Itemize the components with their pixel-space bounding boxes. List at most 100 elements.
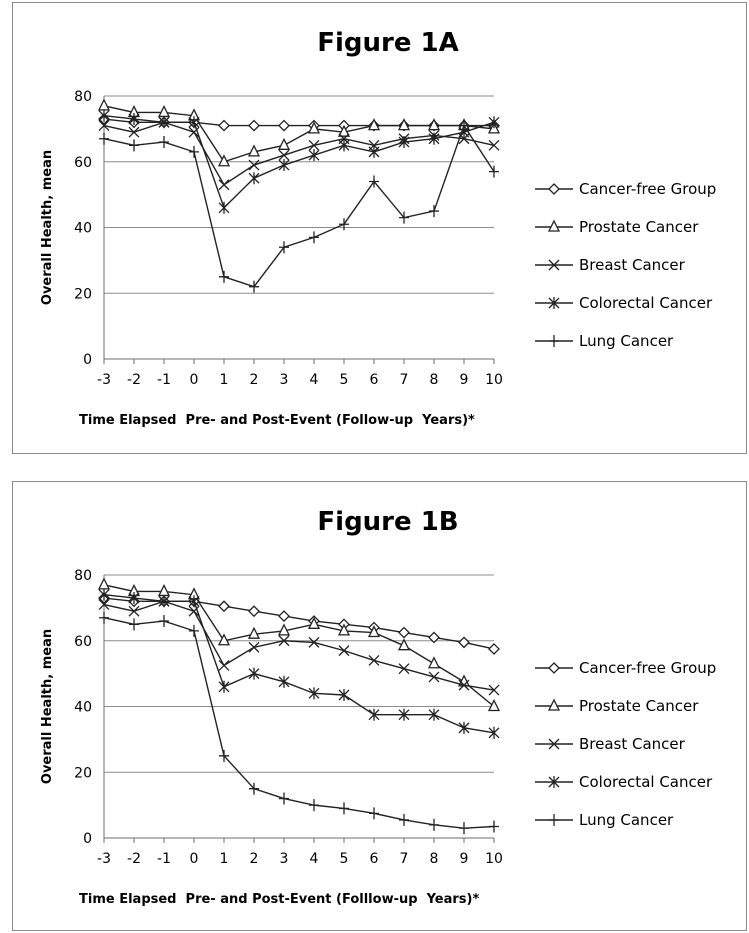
fig1b-series-prostate-cancer [97,577,501,712]
fig1b-legend-marker-colorectal-cancer [548,776,560,788]
fig1a-point-colorectal-cancer-2 [248,172,260,185]
fig1b-legend-label-breast-cancer: Breast Cancer [579,735,686,753]
fig1b-series-breast-cancer [98,595,500,696]
fig1a-x-tick-3: 3 [280,372,289,388]
fig1a-x-tick--3: -3 [97,372,111,388]
fig1a-point-breast-cancer-10 [488,139,500,151]
fig1b-x-tick-5: 5 [340,851,349,867]
fig1a-legend-label-cancer-free-group: Cancer-free Group [579,180,716,198]
fig1b-x-tick-3: 3 [280,851,289,867]
fig1a-point-colorectal-cancer--1 [158,116,170,129]
fig1a-point-colorectal-cancer-7 [398,136,410,149]
fig1b-point-prostate-cancer-6 [367,625,381,638]
fig1b-point-lung-cancer--2 [129,618,139,631]
fig1b-point-breast-cancer-2 [248,641,260,653]
fig1a-point-cancer-free-group-3 [278,119,290,132]
fig1a-point-cancer-free-group-2 [248,119,260,132]
fig1b-legend-marker-breast-cancer [548,738,560,750]
fig1b-point-colorectal-cancer-9 [458,721,470,734]
fig1b-point-lung-cancer-7 [399,813,409,826]
fig1b-point-colorectal-cancer--3 [98,588,110,601]
fig1a-point-lung-cancer-5 [339,218,349,231]
fig1a-legend-label-lung-cancer: Lung Cancer [579,332,674,350]
fig1a-legend-item-breast-cancer: Breast Cancer [535,256,686,274]
fig1a-x-tick-5: 5 [340,372,349,388]
fig1a-point-prostate-cancer-5 [337,124,351,137]
fig1b-y-axis-label: Overall Health, mean [40,629,55,784]
fig1b-point-prostate-cancer-7 [397,638,411,651]
fig1a-legend-item-lung-cancer: Lung Cancer [535,332,674,350]
fig1b-y-tick-60: 60 [74,634,92,650]
fig1a-point-prostate-cancer-3 [277,137,291,150]
fig1a-x-tick-0: 0 [190,372,199,388]
fig1a-point-breast-cancer-2 [248,159,260,171]
fig1a-series-lung-cancer [99,119,499,293]
fig1b-point-breast-cancer-0 [188,605,200,617]
fig1b-series-line-lung-cancer [103,617,495,829]
fig1b-point-colorectal-cancer-7 [398,708,410,721]
fig1b-point-colorectal-cancer-10 [488,726,500,739]
fig1b-point-prostate-cancer-4 [307,616,321,629]
fig1b-point-breast-cancer-5 [338,645,350,657]
fig1a-point-lung-cancer-6 [369,175,379,188]
fig1a-legend-label-breast-cancer: Breast Cancer [579,256,686,274]
fig1b-point-colorectal-cancer-3 [278,675,290,688]
fig1a-point-breast-cancer-1 [218,179,230,191]
fig1a-point-lung-cancer--2 [129,139,139,152]
fig1a-point-prostate-cancer-6 [367,118,381,131]
fig1a-legend-marker-lung-cancer [549,335,559,347]
fig1a-y-tick-20: 20 [74,286,92,302]
fig1b-point-lung-cancer--3 [99,611,109,624]
fig1a-point-lung-cancer-8 [429,205,439,218]
fig1b-x-tick-6: 6 [370,851,379,867]
fig1b-x-axis-label: Time Elapsed Pre- and Post-Event (Folllo… [79,892,479,907]
fig1a-legend-item-colorectal-cancer: Colorectal Cancer [535,294,713,312]
fig1b-point-colorectal-cancer-1 [218,680,230,693]
fig1b-point-prostate-cancer--1 [157,583,171,597]
fig1a-point-breast-cancer--2 [128,126,140,138]
fig1b-point-breast-cancer-10 [488,684,500,696]
fig1a-series-colorectal-cancer [98,109,500,214]
fig1a-point-prostate-cancer-4 [307,121,321,134]
fig1a-point-prostate-cancer-1 [217,154,231,167]
fig1a-y-tick-60: 60 [74,155,92,171]
fig1b-x-tick--2: -2 [127,851,141,867]
fig1b-point-breast-cancer-6 [368,655,380,666]
fig1a-point-prostate-cancer-7 [397,118,411,131]
fig1b-legend-item-colorectal-cancer: Colorectal Cancer [535,773,713,791]
fig1b-y-tick-20: 20 [74,765,92,781]
fig1a-legend-label-colorectal-cancer: Colorectal Cancer [579,294,713,312]
figure-1b-chart: Figure 1B 0 20 40 60 80 -3 -2 -1 0 1 2 3 4 5 6 7 8 9 10 Time… [40,507,716,907]
fig1a-x-tick-10: 10 [485,372,503,388]
fig1b-y-tick-80: 80 [74,568,92,584]
fig1b-y-tick-40: 40 [74,700,92,716]
fig1b-x-tick-7: 7 [400,851,409,867]
fig1b-series-line-prostate-cancer [103,584,495,708]
fig1a-point-colorectal-cancer-0 [188,116,200,129]
fig1b-point-cancer-free-group-9 [458,636,470,649]
fig1a-point-breast-cancer--3 [98,120,110,132]
fig1b-point-lung-cancer-1 [219,749,229,762]
fig1b-legend-label-colorectal-cancer: Colorectal Cancer [579,773,713,791]
fig1b-point-lung-cancer-5 [339,802,349,815]
fig1b-point-breast-cancer-1 [218,659,230,671]
fig1a-legend-marker-prostate-cancer [547,219,561,232]
fig1b-x-tick-1: 1 [220,851,229,867]
fig1b-point-breast-cancer-3 [278,635,290,647]
fig1a-legend-item-cancer-free-group: Cancer-free Group [535,180,716,198]
fig1a-point-prostate-cancer--1 [157,104,171,118]
fig1a-y-tick-0: 0 [83,352,92,368]
fig1a-point-colorectal-cancer-3 [278,159,290,172]
fig1b-point-prostate-cancer-8 [427,656,441,669]
fig1b-point-colorectal-cancer-8 [428,708,440,721]
fig1b-point-colorectal-cancer-0 [188,595,200,608]
fig1b-point-lung-cancer-4 [309,799,319,812]
fig1a-point-lung-cancer--3 [99,132,109,145]
fig1a-point-colorectal-cancer--2 [128,113,140,126]
fig1b-point-colorectal-cancer--2 [128,592,140,605]
fig1a-y-tick-40: 40 [74,221,92,237]
fig1b-point-cancer-free-group-8 [428,631,440,644]
fig1a-point-cancer-free-group-1 [218,119,230,132]
fig1a-x-tick-7: 7 [400,372,409,388]
fig1a-point-prostate-cancer-2 [247,144,261,157]
